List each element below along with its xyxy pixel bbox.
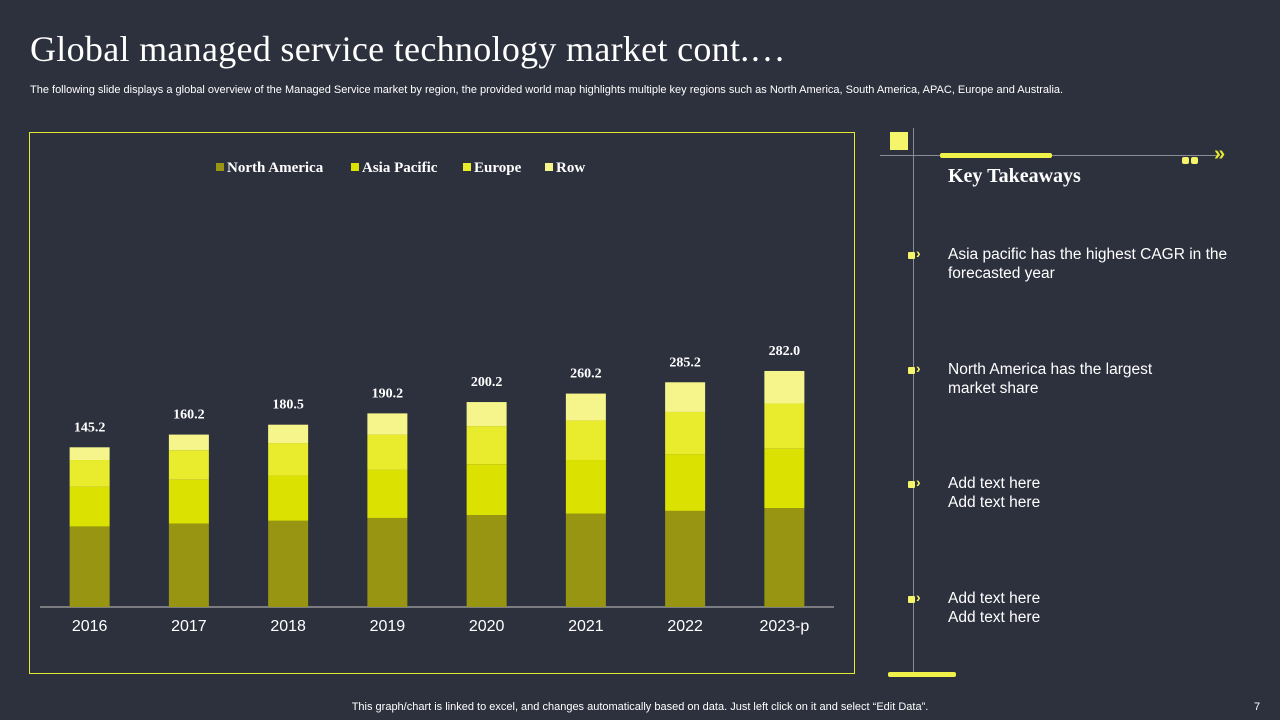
bar-segment [168, 434, 209, 451]
legend-swatch [351, 163, 359, 171]
bar-segment [764, 403, 805, 449]
bullet-chevron-icon: › [908, 474, 922, 490]
data-label: 200.2 [471, 375, 503, 390]
data-label: 180.5 [272, 398, 304, 413]
data-label: 260.2 [570, 367, 602, 382]
bar-segment [69, 447, 110, 461]
chart-frame: 145.2 2016 160.2 2017 180.5 2018 190.2 2019 200.… [29, 132, 855, 674]
bar-segment [367, 469, 408, 518]
bar-segment [466, 402, 507, 427]
bar-segment [665, 382, 706, 412]
bar-segment [268, 475, 309, 521]
legend-swatch [545, 163, 553, 171]
data-label: 160.2 [173, 408, 205, 423]
bar-segment [168, 479, 209, 524]
page-subtitle: The following slide displays a global ov… [30, 84, 1064, 96]
bullet-chevron-icon: › [908, 360, 922, 376]
bar-segment [367, 413, 408, 435]
bar-segment [367, 517, 408, 607]
x-tick-label: 2020 [469, 618, 505, 635]
x-tick-label: 2019 [370, 618, 406, 635]
x-tick-label: 2018 [270, 618, 306, 635]
bar-segment [69, 486, 110, 527]
bar-segment [466, 426, 507, 465]
takeaways-timeline-line [913, 128, 914, 674]
dots-icon [1182, 151, 1200, 169]
data-label: 282.0 [769, 344, 801, 359]
data-label: 145.2 [74, 420, 106, 435]
takeaways-heading: Key Takeaways [948, 165, 1081, 187]
bar-segment [69, 460, 110, 487]
square-icon [890, 132, 908, 150]
bar-segment [764, 508, 805, 607]
accent-bar-bottom [888, 672, 956, 677]
legend-swatch [216, 163, 224, 171]
bar-segment [565, 393, 606, 421]
bar-segment [268, 520, 309, 607]
x-tick-label: 2016 [72, 618, 108, 635]
double-chevron-icon: » [1214, 143, 1226, 165]
takeaway-text: Add text here Add text here [948, 475, 1041, 511]
bullet-chevron-icon: › [908, 589, 922, 605]
page-title: Global managed service technology market… [30, 29, 786, 69]
takeaway-text: Add text here Add text here [948, 590, 1041, 626]
bar-segment [565, 460, 606, 514]
data-label: 285.2 [669, 355, 701, 370]
bar-segment [665, 454, 706, 511]
bar-segment [466, 515, 507, 607]
x-tick-label: 2017 [171, 618, 207, 635]
legend-swatch [463, 163, 471, 171]
bar-segment [665, 510, 706, 607]
bar-segment [69, 526, 110, 607]
takeaway-text: North America has the largest market sha… [948, 361, 1153, 397]
legend-label: Asia Pacific [362, 160, 438, 176]
bar-segment [367, 434, 408, 470]
takeaway-text: Asia pacific has the highest CAGR in the… [948, 246, 1228, 282]
x-tick-label: 2023-p [759, 618, 809, 635]
bullet-chevron-icon: › [908, 245, 922, 261]
stacked-bar-chart[interactable]: 145.2 2016 160.2 2017 180.5 2018 190.2 2019 200.… [30, 133, 856, 675]
accent-bar [940, 153, 1052, 158]
bar-segment [764, 448, 805, 509]
legend-label: Row [556, 160, 585, 176]
data-label: 190.2 [372, 386, 404, 401]
legend-label: Europe [474, 160, 522, 176]
footer-note: This graph/chart is linked to excel, and… [351, 701, 929, 713]
bar-segment [565, 513, 606, 607]
page-number: 7 [1254, 701, 1261, 713]
x-tick-label: 2022 [667, 618, 703, 635]
bar-segment [168, 523, 209, 607]
bar-segment [764, 370, 805, 404]
bar-segment [268, 424, 309, 444]
bar-segment [565, 420, 606, 461]
x-tick-label: 2021 [568, 618, 604, 635]
bar-segment [168, 450, 209, 480]
bar-segment [268, 443, 309, 476]
bar-segment [665, 411, 706, 455]
bar-segment [466, 464, 507, 516]
legend-label: North America [227, 160, 324, 176]
